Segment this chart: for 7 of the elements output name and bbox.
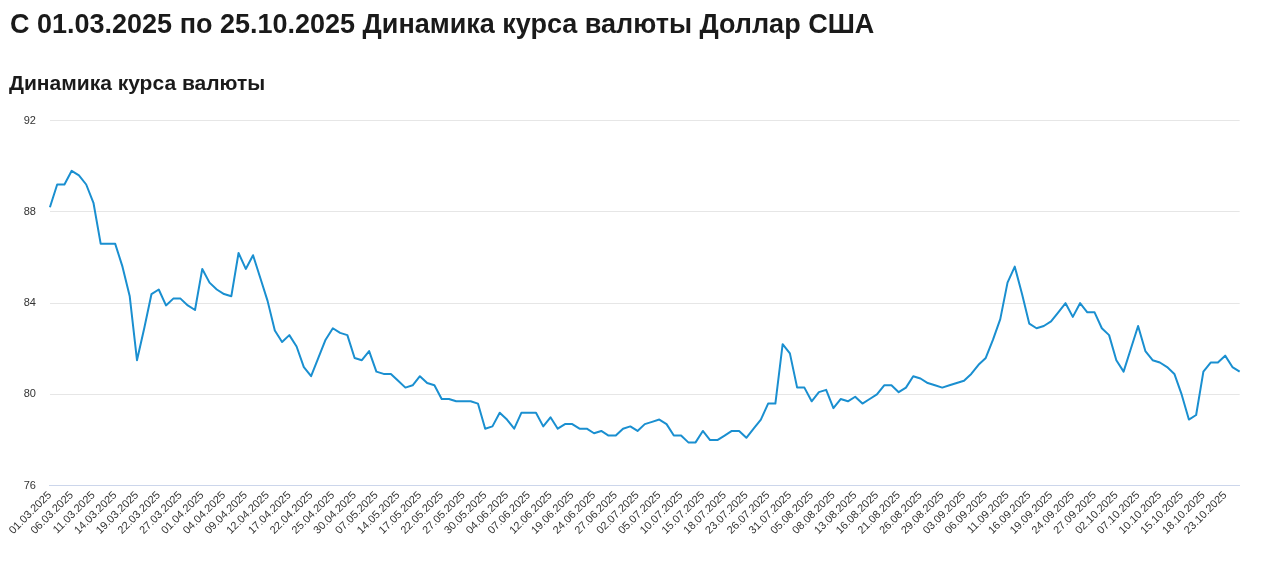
y-tick-label: 84	[23, 296, 36, 309]
chart-title: С 01.03.2025 по 25.10.2025 Динамика курса валюты Доллар США	[10, 8, 876, 40]
y-tick-label: 76	[23, 478, 36, 491]
chart-subtitle: Динамика курса валюты	[9, 70, 267, 96]
y-tick-label: 80	[23, 387, 36, 400]
y-tick-label: 88	[23, 204, 36, 217]
y-tick-label: 92	[23, 113, 36, 126]
